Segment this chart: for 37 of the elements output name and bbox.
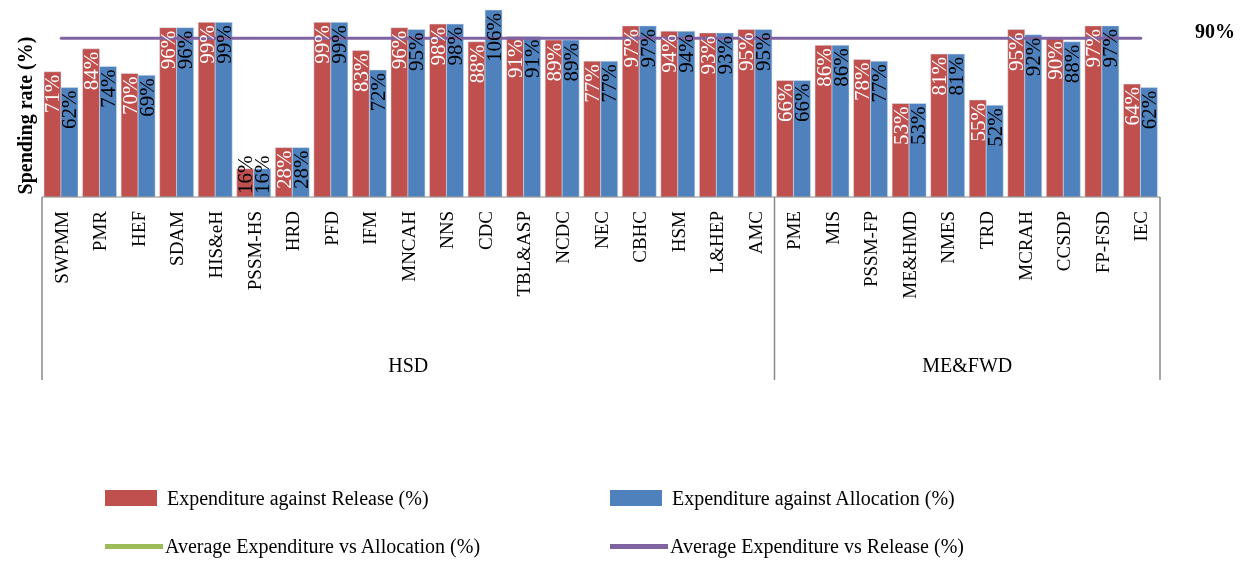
x-tick-label: MNCAH [397,210,419,282]
x-tick-label: ME&HMD [898,211,920,299]
x-tick-label: PFD [320,211,342,246]
x-tick-label: HSM [667,210,689,253]
x-tick-label: NEC [590,211,612,249]
x-tick-label: FP-FSD [1091,211,1113,274]
x-tick-label: L&HEP [706,211,728,274]
legend-label: Average Expenditure vs Release (%) [670,534,964,558]
x-tick-label: CBHC [629,211,651,263]
x-tick-label: HIS&eH [204,210,226,279]
x-tick-label: MIS [821,211,843,245]
x-tick-label: TRD [976,211,998,249]
x-tick-label: PMR [89,210,111,252]
y-axis-title: Spending rate (%) [14,36,37,195]
x-tick-label: PME [783,211,805,251]
text: HSD [388,354,429,376]
x-tick-label: TBL&ASP [513,211,535,297]
legend-label: Expenditure against Allocation (%) [672,486,955,510]
text: ME&FWD [922,354,1013,376]
x-tick-label: MCRAH [1014,210,1036,281]
x-tick-label: IEC [1130,211,1152,242]
legend-label: Average Expenditure vs Allocation (%) [165,534,481,558]
x-tick-label: HRD [282,211,304,252]
x-tick-label: SWPMM [50,210,72,284]
x-tick-label: NNS [436,211,458,250]
x-tick-label: NCDC [551,211,573,264]
x-tick-label: IFM [359,210,381,245]
x-tick-label: CDC [474,211,496,251]
x-tick-label: NMES [937,211,959,264]
x-tick-label: SDAM [166,210,188,266]
x-tick-label: AMC [744,211,766,255]
text: 90% [1195,20,1235,43]
legend-label: Expenditure against Release (%) [167,486,429,510]
x-tick-label: PSSM-FP [860,211,882,288]
x-tick-label: CCSDP [1053,211,1075,272]
x-tick-label: HEF [127,211,149,247]
x-tick-label: PSSM-HS [243,211,265,291]
